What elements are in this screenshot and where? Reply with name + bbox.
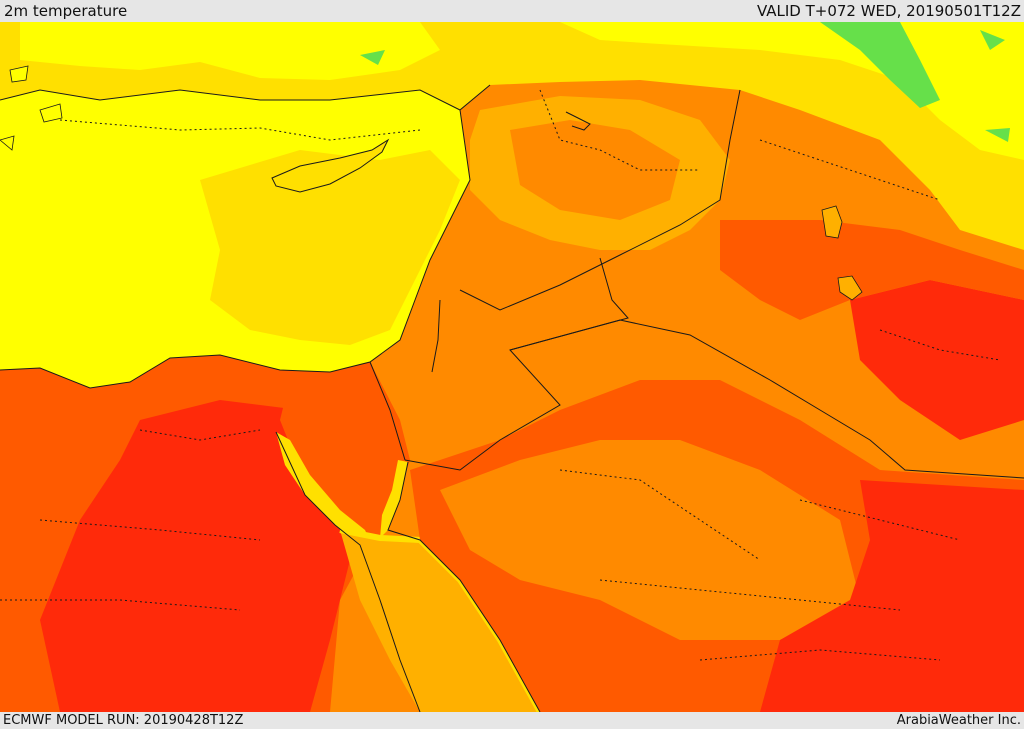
jordan-border	[404, 257, 629, 471]
admin-borders	[0, 89, 1001, 661]
cyprus	[271, 138, 390, 193]
israel-egypt-border	[369, 361, 406, 461]
header-bar: 2m temperature VALID T+072 WED, 20190501…	[0, 0, 1024, 22]
red-sea-coast-east	[387, 461, 541, 712]
temperature-map[interactable]	[0, 22, 1024, 712]
iraq-orange-red	[720, 220, 1024, 320]
gulf-red-area	[850, 280, 1024, 440]
lake-assad	[565, 111, 591, 131]
map-svg	[0, 22, 1024, 712]
footer-bar: ECMWF MODEL RUN: 20190428T12Z ArabiaWeat…	[0, 712, 1024, 729]
gulf-of-suez	[276, 432, 372, 545]
coastal-gold-band	[200, 150, 460, 345]
sinai-region	[280, 370, 400, 540]
saudi-orange-patch	[440, 440, 860, 640]
saudi-red-east	[760, 480, 1024, 712]
med-coastline	[0, 84, 491, 389]
jordan-valley	[431, 299, 441, 373]
aegean-islands	[0, 65, 63, 151]
turkey-yellow-patches	[20, 22, 1024, 160]
lake-razazah	[837, 275, 863, 301]
credit-label: ArabiaWeather Inc.	[896, 713, 1021, 728]
red-sea-coast-west	[275, 431, 421, 712]
map-title: 2m temperature	[4, 2, 128, 20]
valid-time: VALID T+072 WED, 20190501T12Z	[756, 2, 1021, 20]
gulf-of-aqaba	[380, 460, 408, 538]
red-sea	[340, 530, 540, 712]
syria-orange-core	[510, 120, 680, 220]
iraq-saudi-border	[509, 319, 1024, 479]
lake-tharthar	[821, 205, 843, 239]
turkey-coastline	[0, 89, 461, 111]
syria-iraq-border	[459, 89, 741, 311]
model-run-label: ECMWF MODEL RUN: 20190428T12Z	[3, 713, 244, 728]
turkey-region	[0, 22, 1024, 250]
